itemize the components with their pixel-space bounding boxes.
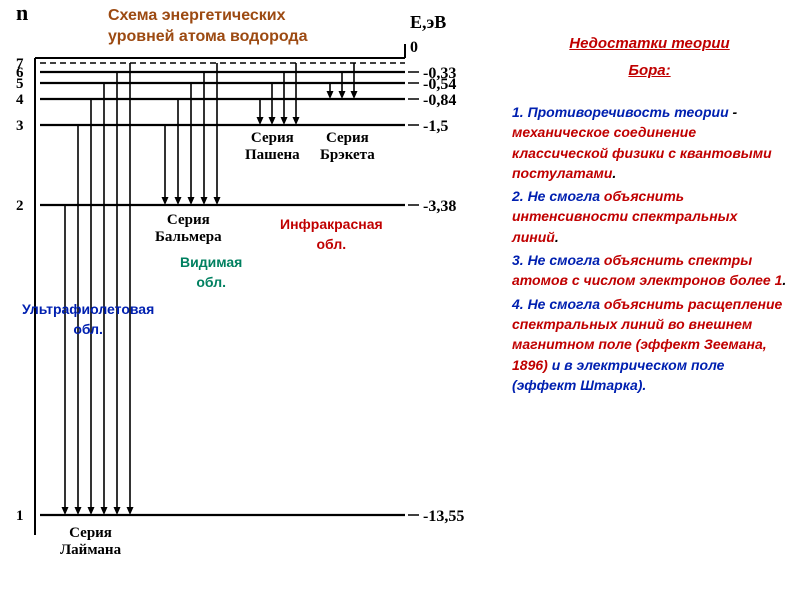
series-balmer-label: Серия Бальмера xyxy=(155,212,222,245)
svg-text:0: 0 xyxy=(410,39,418,56)
shortcomings-panel: Недостатки теории Бора: 1. Противоречиво… xyxy=(512,30,787,398)
region-visible-label: Видимая обл. xyxy=(180,253,242,292)
series-lyman-label: Серия Лаймана xyxy=(60,525,121,558)
axis-n-label: n xyxy=(16,0,28,26)
shortcoming-item: 3. Не смогла объяснить спектры атомов с … xyxy=(512,250,787,291)
series-paschen-label: Серия Пашена xyxy=(245,130,300,163)
svg-text:2: 2 xyxy=(16,198,24,214)
shortcomings-list: 1. Противоречивость теории - механическо… xyxy=(512,102,787,395)
shortcoming-item: 1. Противоречивость теории - механическо… xyxy=(512,102,787,183)
axis-e-label: E,эВ xyxy=(410,12,446,33)
svg-text:-0,84: -0,84 xyxy=(423,92,456,109)
svg-text:5: 5 xyxy=(16,76,24,92)
svg-text:3: 3 xyxy=(16,118,24,134)
heading-line2: Бора: xyxy=(628,62,670,79)
shortcomings-heading: Недостатки теории Бора: xyxy=(512,30,787,84)
series-brackett-label: Серия Брэкета xyxy=(320,130,375,163)
region-uv-label: Ультрафиолетовая обл. xyxy=(22,300,154,339)
svg-text:1: 1 xyxy=(16,508,24,524)
svg-text:4: 4 xyxy=(16,92,24,108)
title-line1: Схема энергетических xyxy=(108,7,286,24)
shortcoming-item: 2. Не смогла объяснить интенсивности спе… xyxy=(512,186,787,247)
heading-line1: Недостатки теории xyxy=(569,35,729,52)
svg-text:-1,5: -1,5 xyxy=(423,118,448,135)
shortcoming-item: 4. Не смогла объяснить расщепление спект… xyxy=(512,294,787,395)
svg-text:-13,55: -13,55 xyxy=(423,508,464,525)
svg-text:-3,38: -3,38 xyxy=(423,198,456,215)
svg-text:-0,54: -0,54 xyxy=(423,76,456,93)
region-ir-label: Инфракрасная обл. xyxy=(280,215,383,254)
